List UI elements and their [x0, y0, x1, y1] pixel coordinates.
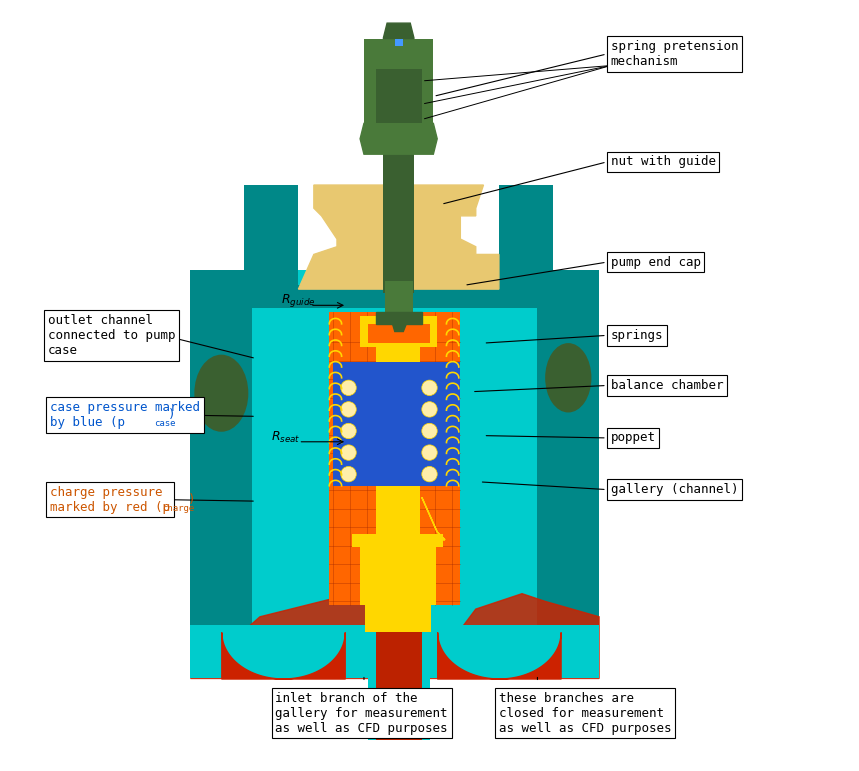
Polygon shape: [191, 594, 599, 678]
Text: case pressure marked
by blue (p: case pressure marked by blue (p: [50, 401, 200, 429]
Text: outlet channel
connected to pump
case: outlet channel connected to pump case: [48, 314, 175, 357]
Polygon shape: [375, 312, 422, 324]
FancyBboxPatch shape: [375, 69, 422, 123]
FancyBboxPatch shape: [385, 281, 412, 316]
Polygon shape: [352, 497, 445, 540]
FancyBboxPatch shape: [329, 312, 460, 605]
Text: charge pressure
marked by red (p: charge pressure marked by red (p: [50, 486, 170, 513]
FancyBboxPatch shape: [422, 613, 430, 740]
FancyBboxPatch shape: [383, 131, 414, 293]
Polygon shape: [298, 185, 499, 289]
Text: nut with guide: nut with guide: [611, 156, 716, 168]
FancyBboxPatch shape: [191, 270, 253, 678]
Circle shape: [341, 445, 356, 460]
FancyBboxPatch shape: [375, 613, 422, 740]
FancyBboxPatch shape: [364, 39, 433, 123]
Ellipse shape: [545, 343, 591, 412]
Circle shape: [422, 402, 437, 417]
Circle shape: [341, 380, 356, 396]
Text: ): ): [168, 409, 175, 421]
Polygon shape: [360, 123, 437, 154]
FancyBboxPatch shape: [499, 185, 553, 293]
FancyBboxPatch shape: [191, 270, 599, 678]
Text: case: case: [155, 419, 176, 428]
FancyBboxPatch shape: [352, 534, 443, 547]
FancyBboxPatch shape: [365, 598, 431, 632]
Circle shape: [422, 423, 437, 439]
FancyBboxPatch shape: [333, 362, 460, 486]
FancyBboxPatch shape: [368, 613, 375, 740]
FancyBboxPatch shape: [360, 316, 437, 347]
Text: ): ): [188, 493, 196, 506]
Circle shape: [341, 466, 356, 482]
Polygon shape: [372, 567, 424, 605]
FancyBboxPatch shape: [538, 270, 599, 678]
Text: charge: charge: [162, 503, 194, 513]
Text: $R_{seat}$: $R_{seat}$: [271, 430, 302, 446]
Text: these branches are
closed for measurement
as well as CFD purposes: these branches are closed for measuremen…: [499, 692, 672, 735]
FancyBboxPatch shape: [368, 324, 430, 343]
Text: gallery (channel): gallery (channel): [611, 483, 738, 496]
FancyBboxPatch shape: [245, 285, 553, 308]
FancyBboxPatch shape: [360, 536, 436, 605]
Ellipse shape: [194, 355, 248, 432]
Polygon shape: [393, 324, 406, 332]
Circle shape: [341, 402, 356, 417]
Text: springs: springs: [611, 329, 663, 342]
Circle shape: [422, 466, 437, 482]
FancyBboxPatch shape: [245, 185, 298, 293]
Circle shape: [422, 380, 437, 396]
Text: balance chamber: balance chamber: [611, 379, 723, 392]
Text: inlet branch of the
gallery for measurement
as well as CFD purposes: inlet branch of the gallery for measurem…: [275, 692, 448, 735]
Text: $R_{guide}$: $R_{guide}$: [282, 292, 316, 309]
Circle shape: [341, 423, 356, 439]
Text: spring pretension
mechanism: spring pretension mechanism: [611, 40, 738, 68]
Polygon shape: [383, 23, 414, 39]
FancyBboxPatch shape: [395, 39, 403, 46]
Text: poppet: poppet: [611, 432, 655, 444]
FancyBboxPatch shape: [191, 625, 599, 678]
Circle shape: [422, 445, 437, 460]
Text: pump end cap: pump end cap: [611, 256, 701, 268]
FancyBboxPatch shape: [375, 316, 420, 605]
FancyBboxPatch shape: [375, 613, 422, 740]
